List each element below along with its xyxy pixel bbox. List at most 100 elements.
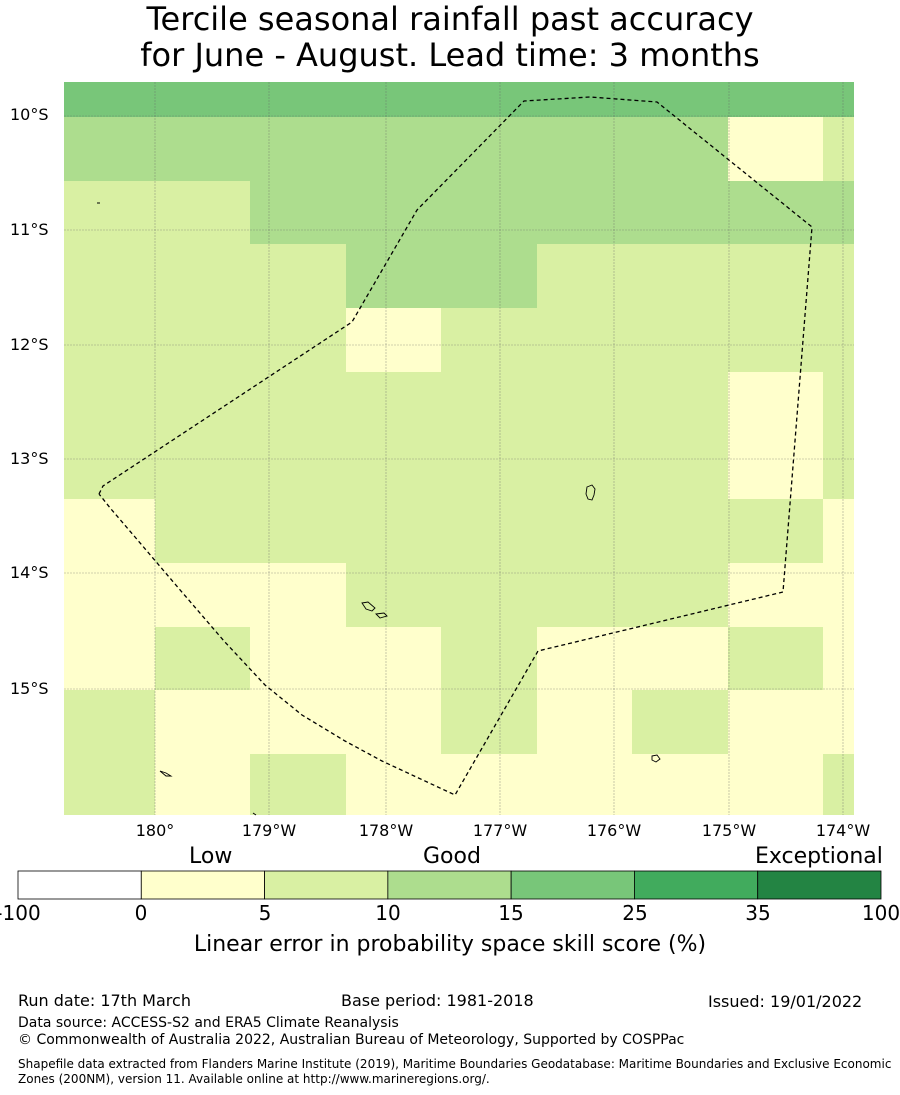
grid-cell — [64, 563, 155, 627]
grid-cell — [537, 117, 632, 181]
grid-cell — [346, 181, 441, 244]
colorbar-tick-label: 35 — [745, 901, 771, 925]
grid-cell — [537, 244, 632, 308]
grid-cell — [537, 181, 632, 244]
grid-cell — [155, 308, 250, 372]
grid-cell — [346, 308, 441, 372]
grid-cell — [441, 181, 537, 244]
grid-cell — [346, 754, 441, 815]
legend-category-good: Good — [423, 844, 481, 869]
lon-label: 175°W — [701, 821, 757, 840]
grid-cell — [823, 308, 854, 372]
lon-label: 180° — [135, 821, 175, 840]
map-title-line-1: Tercile seasonal rainfall past accuracy — [146, 0, 754, 38]
grid-cell — [250, 244, 346, 308]
map-title-line-2: for June - August. Lead time: 3 months — [140, 36, 760, 74]
shapefile-note: Shapefile data extracted from Flanders M… — [18, 1057, 892, 1086]
grid-cell — [441, 82, 537, 117]
island-shape — [375, 612, 388, 619]
grid-cell — [632, 754, 728, 815]
grid-cell — [728, 117, 823, 181]
colorbar-segment — [17, 870, 142, 900]
grid-cell — [155, 82, 250, 117]
grid-cell — [728, 181, 823, 244]
grid-cell — [441, 117, 537, 181]
grid-cell — [632, 82, 728, 117]
grid-cell — [537, 563, 632, 627]
lat-label: 15°S — [10, 679, 49, 698]
data-source: Data source: ACCESS-S2 and ERA5 Climate … — [18, 1015, 399, 1031]
grid-cell — [823, 754, 854, 815]
grid-cell — [823, 690, 854, 754]
grid-cell — [823, 627, 854, 690]
grid-cell — [632, 117, 728, 181]
lon-label: 177°W — [472, 821, 528, 840]
grid-cell — [441, 308, 537, 372]
colorbar-segment — [634, 870, 759, 900]
colorbar-tick-label: 15 — [498, 901, 524, 925]
grid-cell — [64, 244, 155, 308]
grid-cell — [250, 563, 346, 627]
lon-label: 174°W — [815, 821, 871, 840]
grid-cell — [250, 499, 346, 563]
grid-cell — [537, 499, 632, 563]
grid-cell — [250, 82, 346, 117]
colorbar-tick-label: -100 — [0, 901, 41, 925]
grid-cell — [155, 690, 250, 754]
lon-label: 176°W — [586, 821, 642, 840]
island-shape — [252, 812, 257, 816]
legend-category-exceptional: Exceptional — [755, 844, 883, 869]
grid-cell — [250, 754, 346, 815]
grid-cell — [250, 117, 346, 181]
grid-cell — [346, 82, 441, 117]
grid-cell — [632, 244, 728, 308]
grid-cell — [64, 372, 155, 499]
legend-category-low: Low — [189, 844, 233, 869]
grid-cell — [64, 627, 155, 690]
base-period: Base period: 1981-2018 — [341, 991, 534, 1010]
lat-label: 10°S — [10, 105, 49, 124]
grid-cell — [441, 690, 537, 754]
colorbar-segment — [140, 870, 265, 900]
colorbar-label: Linear error in probability space skill … — [193, 932, 707, 957]
colorbar-tick-label: 5 — [258, 901, 272, 925]
lat-label: 12°S — [10, 335, 49, 354]
island-shape — [361, 601, 376, 612]
grid-cell — [823, 372, 854, 499]
grid-cell — [632, 372, 728, 499]
grid-cell — [64, 690, 155, 754]
lat-label: 14°S — [10, 563, 49, 582]
grid-cell — [250, 372, 346, 499]
grid-cell — [155, 244, 250, 308]
lon-label: 179°W — [241, 821, 297, 840]
lat-label: 13°S — [10, 449, 49, 468]
colorbar — [17, 870, 882, 900]
grid-cell — [250, 627, 346, 690]
grid-cell — [64, 308, 155, 372]
island-shape — [651, 754, 661, 763]
grid-cell — [64, 499, 155, 563]
eez-boundary-line — [98, 96, 813, 796]
grid-cell — [155, 181, 250, 244]
colorbar-tick-label: 10 — [375, 901, 401, 925]
grid-cell — [728, 82, 823, 117]
grid-cell — [64, 181, 155, 244]
grid-cell — [441, 563, 537, 627]
grid-cell — [64, 754, 155, 815]
grid-cell — [346, 563, 441, 627]
colorbar-segment — [264, 870, 389, 900]
grid-cell — [155, 117, 250, 181]
grid-cell — [728, 372, 823, 499]
grid-cell — [537, 754, 632, 815]
grid-cell — [728, 308, 823, 372]
graticule — [64, 82, 854, 815]
grid-cell — [64, 82, 155, 117]
grid-cell — [441, 627, 537, 690]
run-date: Run date: 17th March — [18, 991, 191, 1010]
colorbar-segment — [510, 870, 635, 900]
grid-cell — [632, 499, 728, 563]
island-outlines — [97, 202, 661, 816]
grid-cell — [823, 499, 854, 563]
grid-cell — [537, 372, 632, 499]
island-shape — [585, 484, 596, 501]
